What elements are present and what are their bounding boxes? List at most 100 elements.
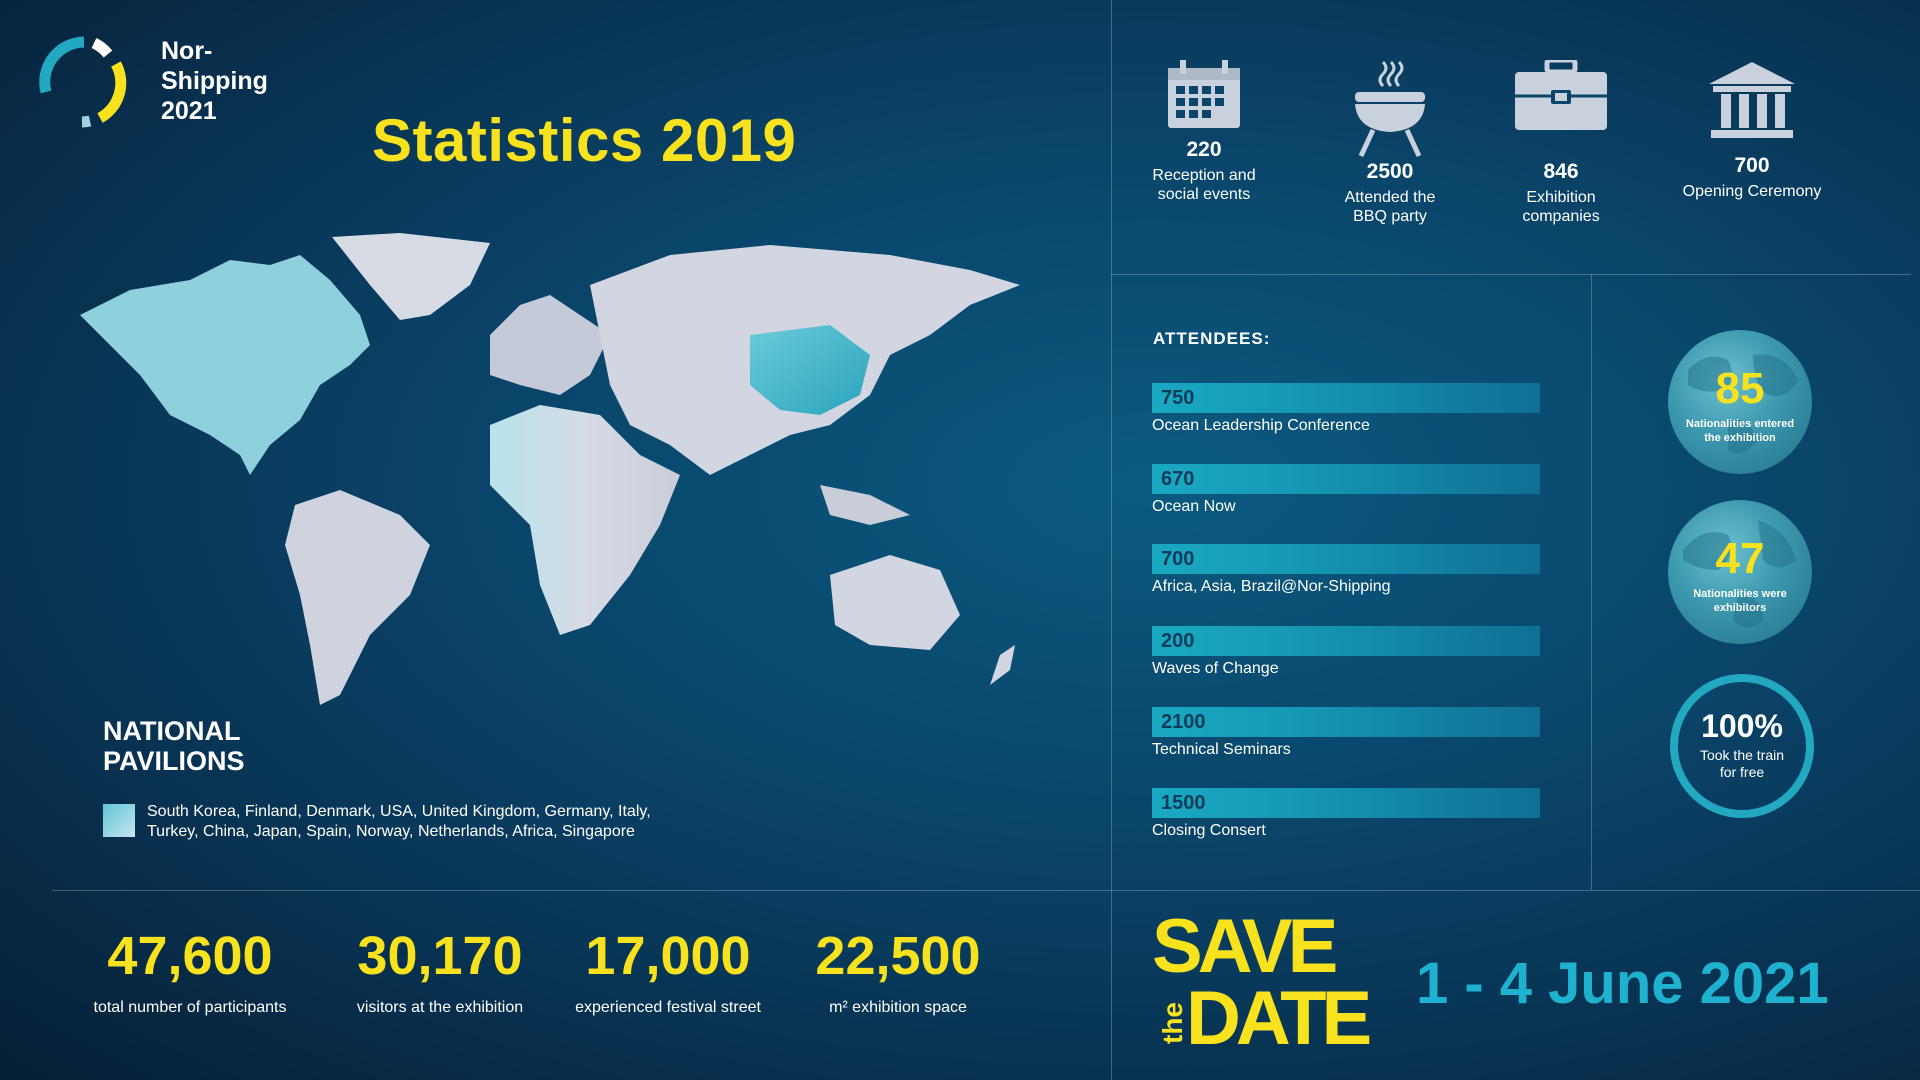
train-value: 100% <box>1701 708 1783 744</box>
globe-value: 85 <box>1715 364 1765 413</box>
stat-label: visitors at the exhibition <box>356 999 524 1016</box>
save-word: SAVE <box>1152 910 1336 989</box>
stat-visitors: 30,170 visitors at the exhibition <box>330 925 550 1017</box>
save-the-date-logo: SAVE the DATE <box>1152 910 1375 1050</box>
china-shape <box>750 325 870 415</box>
event-label: Opening Ceremony <box>1662 182 1842 201</box>
attendee-value: 2100 <box>1161 711 1206 733</box>
event-exhibitors: 846 Exhibition companies <box>1471 60 1651 226</box>
attendee-label: Closing Consert <box>1152 822 1266 839</box>
logo-line-1: Nor- <box>161 37 213 65</box>
stat-label: total number of participants <box>93 999 287 1016</box>
stat-value: 17,000 <box>585 926 751 986</box>
date-word: DATE <box>1186 976 1370 1050</box>
globe-label: Nationalities entered the exhibition <box>1668 417 1812 445</box>
globe-continents-icon <box>1688 354 1798 454</box>
event-label-line-1: Reception and <box>1152 167 1256 184</box>
nor-shipping-logo-icon <box>39 36 127 128</box>
logo-line-3: 2021 <box>161 97 217 125</box>
pavilions-title-line-1: NATIONAL <box>103 716 241 746</box>
event-label-line-2: social events <box>1157 186 1251 203</box>
train-ring: 100% Took the train for free <box>1670 674 1814 818</box>
australia-shape <box>830 555 960 650</box>
pavilion-list-line-2: Turkey, China, Japan, Spain, Norway, Net… <box>147 823 635 840</box>
logo-text: Nor- Shipping 2021 <box>161 36 268 126</box>
globe-label-line-1: Nationalities entered <box>1685 418 1795 430</box>
attendee-bar: 670 <box>1152 464 1540 494</box>
globe-nationalities-entered: 85 Nationalities entered the exhibition <box>1668 330 1812 474</box>
globe-continents-icon <box>1683 520 1796 628</box>
event-label-line-1: Attended the <box>1344 189 1436 206</box>
attendee-row: 2100 Technical Seminars <box>1152 707 1542 759</box>
institution-icon <box>1709 62 1795 138</box>
event-label-line-1: Exhibition <box>1526 189 1596 206</box>
stat-festival-street: 17,000 experienced festival street <box>558 925 778 1017</box>
globe-nationalities-exhibitors: 47 Nationalities were exhibitors <box>1668 500 1812 644</box>
vertical-divider-main <box>1111 0 1112 1080</box>
attendee-value: 670 <box>1161 468 1195 490</box>
event-receptions: 220 Reception and social events <box>1114 60 1294 204</box>
attendee-bar: 2100 <box>1152 707 1540 737</box>
attendee-value: 200 <box>1161 630 1195 652</box>
attendee-row: 1500 Closing Consert <box>1152 788 1542 840</box>
attendee-value: 700 <box>1161 548 1195 570</box>
event-label-line-2: BBQ party <box>1353 208 1427 225</box>
stat-label: experienced festival street <box>575 999 761 1016</box>
attendee-label: Ocean Leadership Conference <box>1152 417 1370 434</box>
globe-label-line-2: the exhibition <box>1704 432 1776 444</box>
stat-value: 30,170 <box>357 926 523 986</box>
se-asia-islands-shape <box>820 485 910 525</box>
horizontal-divider-top-right <box>1111 274 1911 275</box>
event-value: 220 <box>1186 138 1222 161</box>
attendee-value: 1500 <box>1161 792 1206 814</box>
pavilion-legend-swatch <box>103 804 135 837</box>
globe-value: 47 <box>1715 534 1765 583</box>
attendees-heading: ATTENDEES: <box>1153 329 1271 348</box>
attendee-row: 750 Ocean Leadership Conference <box>1152 383 1542 435</box>
globe-label-line-1: Nationalities were <box>1693 588 1787 600</box>
new-zealand-shape <box>990 645 1015 685</box>
vertical-divider-right <box>1591 274 1592 890</box>
attendee-bar: 1500 <box>1152 788 1540 818</box>
attendee-row: 700 Africa, Asia, Brazil@Nor-Shipping <box>1152 544 1542 596</box>
event-value: 2500 <box>1366 160 1414 183</box>
event-label: Attended the BBQ party <box>1300 188 1480 226</box>
attendee-label: Ocean Now <box>1152 498 1236 515</box>
attendee-row: 670 Ocean Now <box>1152 464 1542 516</box>
page-title: Statistics 2019 <box>372 107 797 174</box>
horizontal-divider-bottom <box>52 890 1920 891</box>
calendar-icon <box>1168 60 1240 128</box>
event-label-line-2: companies <box>1522 208 1600 225</box>
attendee-bar: 700 <box>1152 544 1540 574</box>
globe-label-line-2: exhibitors <box>1713 602 1767 614</box>
stat-participants: 47,600 total number of participants <box>80 925 300 1017</box>
the-word: the <box>1157 1002 1188 1044</box>
event-opening-ceremony: 700 Opening Ceremony <box>1662 60 1842 201</box>
world-map <box>80 233 1020 705</box>
event-value: 700 <box>1734 154 1770 177</box>
stat-label: m² exhibition space <box>829 999 967 1016</box>
train-label: Took the train for free <box>1678 747 1806 781</box>
event-label: Exhibition companies <box>1471 188 1651 226</box>
event-label-line-1: Opening Ceremony <box>1682 183 1822 200</box>
attendee-row: 200 Waves of Change <box>1152 626 1542 678</box>
pavilion-list-line-1: South Korea, Finland, Denmark, USA, Unit… <box>147 803 651 820</box>
attendee-label: Technical Seminars <box>1152 741 1291 758</box>
event-value: 846 <box>1543 160 1579 183</box>
greenland-shape <box>332 233 490 320</box>
globe-label: Nationalities were exhibitors <box>1668 587 1812 615</box>
national-pavilions-title: NATIONAL PAVILIONS <box>103 716 245 776</box>
attendee-label: Waves of Change <box>1152 660 1279 677</box>
attendee-bar: 750 <box>1152 383 1540 413</box>
event-label: Reception and social events <box>1114 166 1294 204</box>
attendee-value: 750 <box>1161 387 1195 409</box>
europe-shape <box>490 295 610 395</box>
pavilion-country-list: South Korea, Finland, Denmark, USA, Unit… <box>147 802 727 842</box>
attendee-label: Africa, Asia, Brazil@Nor-Shipping <box>1152 578 1391 595</box>
bbq-grill-icon <box>1355 60 1425 158</box>
logo-line-2: Shipping <box>161 67 268 95</box>
north-america-shape <box>80 255 370 475</box>
train-label-line-2: for free <box>1719 764 1765 780</box>
africa-shape <box>490 405 680 635</box>
stat-exhibition-space: 22,500 m² exhibition space <box>788 925 1008 1017</box>
